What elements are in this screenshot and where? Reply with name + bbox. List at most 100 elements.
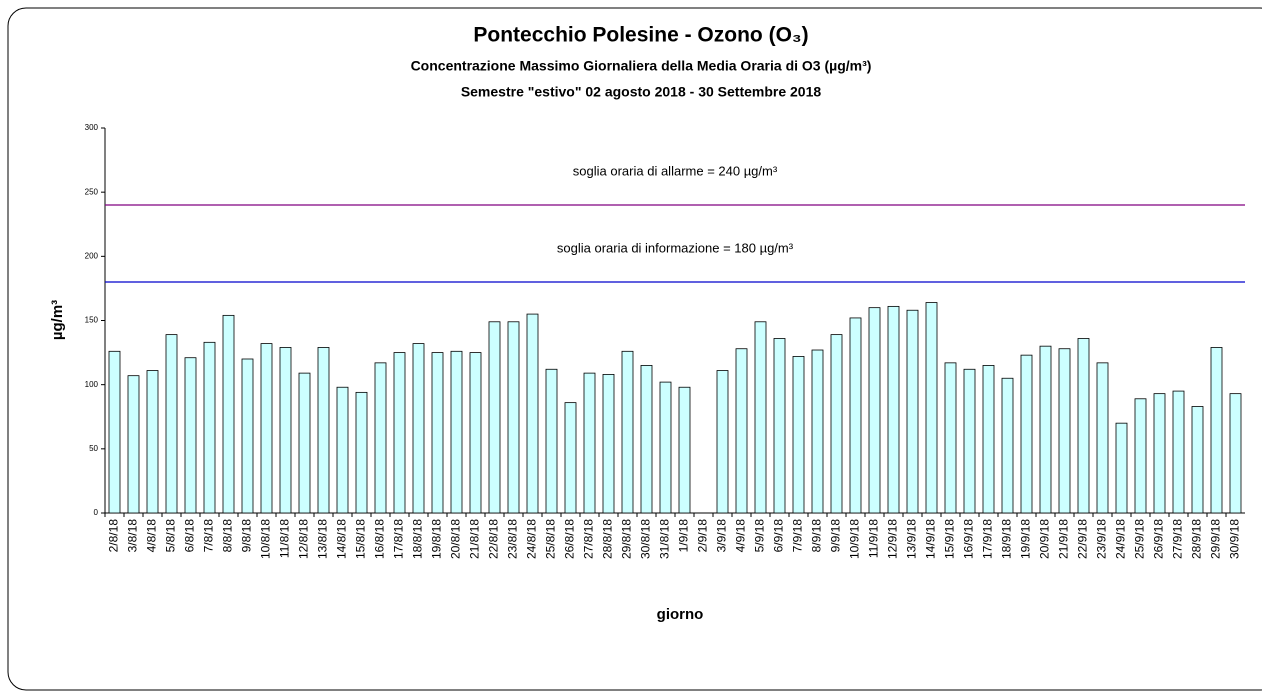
y-tick-label: 300 xyxy=(85,123,99,132)
x-tick-label: 14/8/18 xyxy=(335,519,349,559)
bar xyxy=(279,347,292,514)
x-tick-label: 12/8/18 xyxy=(297,519,311,559)
x-tick-label: 23/8/18 xyxy=(506,519,520,559)
bar xyxy=(374,362,387,514)
bar xyxy=(1172,390,1185,514)
x-tick-label: 10/9/18 xyxy=(848,519,862,559)
y-tick-label: 200 xyxy=(85,251,99,260)
bar xyxy=(925,302,938,514)
bar xyxy=(222,314,235,514)
y-tick-label: 100 xyxy=(85,380,99,389)
bar xyxy=(146,370,159,514)
x-tick-label: 30/8/18 xyxy=(639,519,653,559)
bar xyxy=(317,347,330,514)
x-tick-label: 30/9/18 xyxy=(1228,519,1242,559)
bar xyxy=(1229,393,1242,514)
bar xyxy=(1058,348,1071,514)
x-tick-label: 15/8/18 xyxy=(354,519,368,559)
x-tick-label: 28/8/18 xyxy=(601,519,615,559)
x-tick-label: 4/9/18 xyxy=(734,519,748,553)
x-tick-label: 1/9/18 xyxy=(677,519,691,553)
x-tick-label: 3/9/18 xyxy=(715,519,729,553)
x-tick-label: 7/8/18 xyxy=(202,519,216,553)
x-tick-label: 21/8/18 xyxy=(468,519,482,559)
bar xyxy=(1077,338,1090,514)
x-tick-label: 21/9/18 xyxy=(1057,519,1071,559)
bar xyxy=(868,307,881,514)
bar xyxy=(982,365,995,514)
threshold-label: soglia oraria di informazione = 180 µg/m… xyxy=(557,240,794,255)
bar xyxy=(716,370,729,514)
bar xyxy=(393,352,406,514)
bar xyxy=(754,321,767,514)
bar xyxy=(1020,354,1033,514)
bar xyxy=(659,381,672,514)
bar xyxy=(887,305,900,514)
x-tick-label: 8/8/18 xyxy=(221,519,235,553)
bar xyxy=(1134,398,1147,514)
x-tick-label: 27/8/18 xyxy=(582,519,596,559)
x-tick-label: 31/8/18 xyxy=(658,519,672,559)
bar xyxy=(735,348,748,514)
x-tick-label: 29/8/18 xyxy=(620,519,634,559)
x-tick-label: 17/9/18 xyxy=(981,519,995,559)
x-tick-label: 17/8/18 xyxy=(392,519,406,559)
bar xyxy=(773,338,786,514)
x-tick-label: 9/9/18 xyxy=(829,519,843,553)
chart-title: Pontecchio Polesine - Ozono (O₃) xyxy=(473,24,808,47)
x-tick-label: 7/9/18 xyxy=(791,519,805,553)
bar xyxy=(1039,345,1052,514)
bar xyxy=(127,375,140,514)
bar xyxy=(792,356,805,514)
x-tick-label: 9/8/18 xyxy=(240,519,254,553)
bar xyxy=(526,313,539,514)
bar xyxy=(203,341,216,514)
bar xyxy=(906,309,919,514)
y-tick-label: 50 xyxy=(89,444,98,453)
x-tick-label: 4/8/18 xyxy=(145,519,159,553)
bar xyxy=(963,368,976,514)
x-tick-label: 11/8/18 xyxy=(278,519,292,558)
x-tick-label: 2/8/18 xyxy=(107,519,121,553)
bar xyxy=(1153,393,1166,514)
bar xyxy=(298,372,311,514)
bar xyxy=(1115,422,1128,514)
bar xyxy=(564,402,577,514)
bar xyxy=(355,391,368,514)
x-tick-label: 23/9/18 xyxy=(1095,519,1109,559)
x-tick-label: 19/8/18 xyxy=(430,519,444,559)
x-tick-label: 11/9/18 xyxy=(867,519,881,558)
bar xyxy=(165,334,178,514)
x-tick-label: 25/8/18 xyxy=(544,519,558,559)
bar xyxy=(1210,347,1223,514)
bar xyxy=(184,357,197,514)
x-tick-label: 22/9/18 xyxy=(1076,519,1090,559)
bar xyxy=(469,352,482,514)
bar xyxy=(241,358,254,514)
x-tick-label: 19/9/18 xyxy=(1019,519,1033,559)
x-tick-label: 24/9/18 xyxy=(1114,519,1128,559)
x-tick-label: 16/8/18 xyxy=(373,519,387,559)
x-tick-label: 18/9/18 xyxy=(1000,519,1014,559)
x-tick-label: 13/9/18 xyxy=(905,519,919,559)
x-tick-label: 14/9/18 xyxy=(924,519,938,559)
x-tick-label: 20/9/18 xyxy=(1038,519,1052,559)
bar xyxy=(260,343,273,514)
bar xyxy=(336,386,349,514)
x-axis-label: giorno xyxy=(657,606,704,623)
bar xyxy=(1191,406,1204,514)
chart-border xyxy=(7,7,1262,691)
bar xyxy=(583,372,596,514)
x-tick-label: 24/8/18 xyxy=(525,519,539,559)
x-tick-label: 28/9/18 xyxy=(1190,519,1204,559)
bar xyxy=(811,349,824,514)
x-tick-label: 10/8/18 xyxy=(259,519,273,559)
x-tick-label: 16/9/18 xyxy=(962,519,976,559)
x-tick-label: 20/8/18 xyxy=(449,519,463,559)
x-tick-label: 26/9/18 xyxy=(1152,519,1166,559)
x-tick-label: 8/9/18 xyxy=(810,519,824,553)
bar xyxy=(507,321,520,514)
bar xyxy=(621,350,634,514)
bar xyxy=(488,321,501,514)
bar xyxy=(1001,377,1014,514)
